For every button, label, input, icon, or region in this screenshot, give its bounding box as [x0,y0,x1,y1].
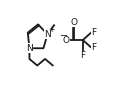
Text: N: N [26,44,33,53]
Text: −: − [60,31,68,41]
Text: F: F [91,28,96,37]
Text: N: N [44,30,51,39]
Text: F: F [80,51,85,60]
Text: O: O [71,18,78,27]
Text: O: O [63,36,70,45]
Text: F: F [91,43,96,52]
Text: +: + [48,25,55,34]
